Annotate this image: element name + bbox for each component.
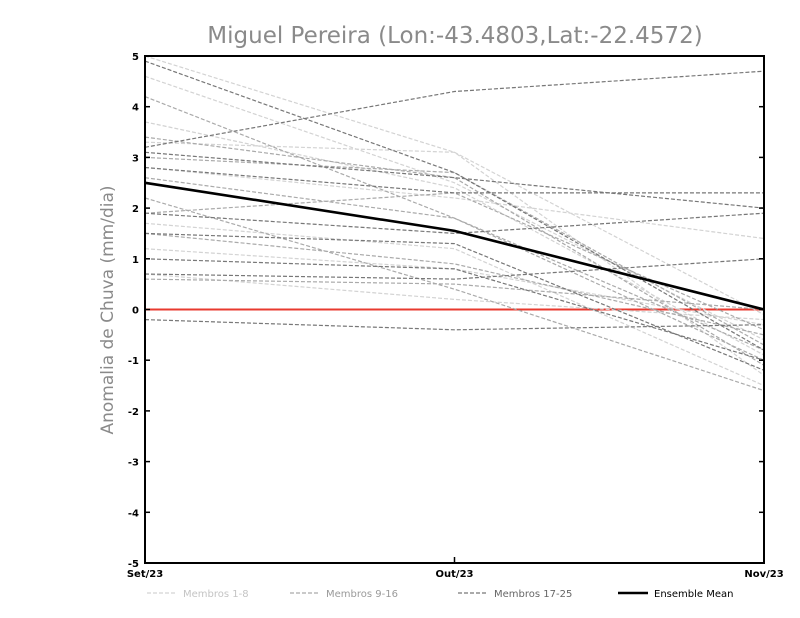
series-line-membro-9	[144, 156, 765, 346]
series-line-membro-13	[144, 278, 765, 311]
series-line-membro-14	[144, 96, 765, 351]
series-line-membro-6	[144, 248, 765, 326]
series-line-membro-7	[144, 273, 765, 321]
series-line-membro-15	[144, 136, 765, 366]
series-line-membro-23	[144, 212, 765, 235]
y-tick-label: 2	[132, 204, 139, 215]
series-line-membro-4	[144, 222, 765, 387]
series-line-membro-21	[144, 166, 764, 194]
legend-label: Ensemble Mean	[654, 589, 733, 600]
ensemble-mean-line	[144, 181, 765, 311]
series-line-membro-25	[144, 151, 765, 209]
series-line-membro-2	[144, 75, 765, 341]
x-tick-label: Set/23	[127, 569, 163, 580]
y-tick-label: -3	[128, 458, 139, 469]
series-line-membro-3	[144, 121, 765, 356]
ensemble-mean-layer	[144, 181, 765, 311]
series-line-membro-17	[144, 70, 765, 148]
chart-title: Miguel Pereira (Lon:-43.4803,Lat:-22.457…	[207, 23, 702, 49]
y-tick-label: -5	[128, 559, 139, 570]
series-line-membro-11	[144, 232, 765, 336]
series-line-membro-24	[144, 258, 765, 361]
series-line-membro-8	[144, 55, 765, 316]
legend-label: Membros 1-8	[183, 589, 249, 600]
legend: Membros 1-8 Membros 9-16 Membros 17-25 Ense…	[147, 589, 733, 600]
series-line-membro-5	[144, 166, 765, 240]
y-tick-label: 3	[132, 153, 139, 164]
y-tick-label: -1	[128, 356, 139, 367]
series-layer	[144, 55, 765, 392]
y-tick-label: -2	[128, 407, 139, 418]
series-line-membro-19	[144, 232, 765, 371]
y-tick-label: -4	[128, 508, 139, 519]
legend-label: Membros 17-25	[494, 589, 572, 600]
y-tick-label: 0	[132, 306, 139, 317]
series-line-membro-20	[144, 319, 765, 331]
y-axis-label: Anomalia de Chuva (mm/dia)	[98, 185, 118, 434]
y-tick-label: 5	[132, 52, 139, 63]
legend-label: Membros 9-16	[326, 589, 398, 600]
series-line-membro-18	[144, 60, 765, 351]
y-tick-label: 1	[132, 255, 139, 266]
y-tick-label: 4	[132, 103, 139, 114]
series-line-membro-22	[144, 258, 765, 280]
x-tick-label: Nov/23	[744, 569, 783, 580]
x-tick-label: Out/23	[436, 569, 474, 580]
